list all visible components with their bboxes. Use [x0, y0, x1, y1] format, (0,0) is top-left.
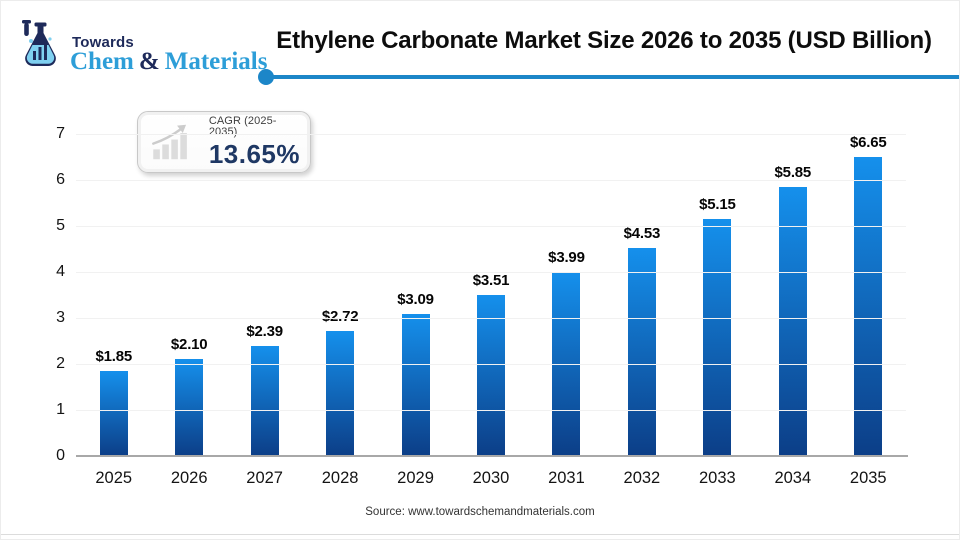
bottom-divider [1, 534, 959, 535]
gridline-2 [76, 364, 906, 365]
plot-area: $1.85 $2.10 $2.39 $2.72 $3.09 $3.51 $3.99 $4.53… [76, 134, 906, 456]
gridline-3 [76, 318, 906, 319]
bar [627, 247, 656, 456]
bar-value-label: $3.51 [472, 271, 510, 289]
y-tick-label-6: 6 [56, 171, 65, 188]
bar-column-2028: $2.72 [302, 134, 377, 456]
bar-value-label: $6.65 [849, 134, 887, 151]
bar [175, 359, 204, 456]
bar-column-2035: $6.65 [831, 134, 906, 456]
bar-column-2034: $5.85 [755, 134, 830, 456]
x-tick-label-2034: 2034 [774, 469, 812, 487]
y-tick-label-3: 3 [56, 309, 65, 326]
bar-value-label: $2.39 [246, 323, 283, 341]
y-tick-label-1: 1 [56, 401, 65, 418]
x-tick-label-2035: 2035 [849, 469, 887, 487]
logo-chem: Chem [70, 48, 134, 75]
bar [854, 157, 883, 456]
bar [401, 313, 430, 456]
x-tick-label-2027: 2027 [246, 469, 283, 487]
gridline-5 [76, 226, 906, 227]
bar [99, 370, 128, 456]
gridline-1 [76, 410, 906, 411]
cagr-label: CAGR (2025-2035) [208, 114, 277, 139]
x-tick-label-2025: 2025 [95, 469, 133, 487]
flask-icon [22, 20, 56, 66]
y-tick-label-2: 2 [56, 355, 65, 372]
logo-materials: Materials [164, 48, 268, 75]
bar-value-label: $5.15 [699, 196, 736, 214]
accent-underline [266, 75, 959, 79]
bars-row: $1.85 $2.10 $2.39 $2.72 $3.09 $3.51 $3.99 $4.53… [76, 134, 906, 456]
bar [778, 186, 807, 456]
x-axis: 2025 2026 2027 2028 2029 2030 2031 2032 2033 2034… [76, 469, 906, 488]
bar-value-label: $3.99 [548, 249, 585, 267]
x-tick-label-2026: 2026 [170, 469, 208, 487]
logo-ampersand: & [133, 48, 165, 75]
bar-value-label: $2.72 [321, 307, 359, 325]
bar-column-2032: $4.53 [604, 134, 679, 456]
brand-logo: Towards Chem & Materials [13, 15, 267, 75]
x-axis-baseline [76, 455, 908, 457]
bar-column-2026: $2.10 [151, 134, 226, 456]
bar-column-2033: $5.15 [680, 134, 755, 456]
x-tick-label-2033: 2033 [698, 469, 736, 487]
bar-value-label: $1.85 [95, 347, 132, 365]
bar [703, 219, 732, 456]
bar [476, 294, 505, 456]
x-tick-label-2028: 2028 [321, 469, 359, 487]
bar [250, 346, 279, 456]
cagr-badge: CAGR (2025-2035) 13.65% [137, 111, 311, 173]
bar-value-label: $5.85 [774, 163, 812, 181]
gridline-7 [76, 134, 906, 135]
x-tick-label-2032: 2032 [623, 469, 661, 487]
bar [326, 330, 355, 456]
source-attribution: Source: www.towardschemandmaterials.com [365, 506, 595, 518]
gridline-4 [76, 272, 906, 273]
page-title: Ethylene Carbonate Market Size 2026 to 2… [276, 27, 932, 54]
bar-column-2027: $2.39 [227, 134, 302, 456]
gridline-6 [76, 180, 906, 181]
y-tick-label-5: 5 [56, 217, 65, 234]
y-axis: 0 1 2 3 4 5 6 7 [19, 125, 65, 464]
y-tick-label-7: 7 [56, 125, 65, 142]
bar-column-2029: $3.09 [378, 134, 453, 456]
x-tick-label-2031: 2031 [548, 469, 585, 487]
x-tick-label-2030: 2030 [472, 469, 510, 487]
x-tick-label-2029: 2029 [397, 469, 434, 487]
bar-column-2030: $3.51 [453, 134, 528, 456]
y-tick-label-0: 0 [56, 447, 65, 464]
logo-brand-text: Chem & Materials [70, 48, 267, 76]
logo-towards-text: Towards [72, 34, 134, 51]
bar-column-2031: $3.99 [529, 134, 604, 456]
bar-value-label: $3.09 [397, 290, 434, 308]
bar-value-label: $2.10 [170, 336, 208, 354]
bar-column-2025: $1.85 [76, 134, 151, 456]
cagr-text: CAGR (2025-2035) 13.65% [208, 114, 300, 169]
growth-bars-arrow-icon [152, 124, 187, 160]
cagr-value: 13.65% [208, 138, 300, 169]
bar-value-label: $4.53 [623, 224, 661, 242]
y-tick-label-4: 4 [56, 263, 65, 280]
